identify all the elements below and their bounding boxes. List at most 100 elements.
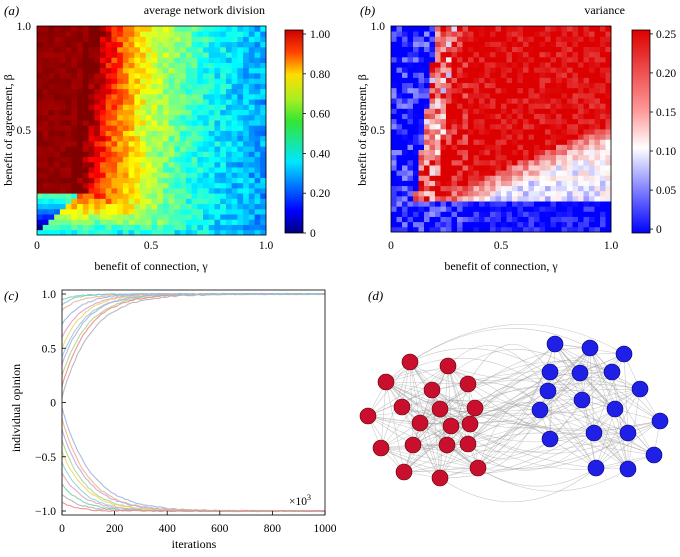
heatmap-a-cell xyxy=(168,224,175,231)
heatmap-b-cell xyxy=(600,56,606,63)
heatmap-b-cell xyxy=(495,87,502,94)
heatmap-a-cell xyxy=(48,46,55,53)
heatmap-b-cell xyxy=(440,226,447,233)
heatmap-b-cell xyxy=(567,41,573,47)
heatmap-b-cell xyxy=(512,206,518,212)
heatmap-b-cell xyxy=(473,175,480,181)
heatmap-a-cell xyxy=(117,156,124,163)
heatmap-a-cell xyxy=(88,120,95,126)
heatmap-b-cell xyxy=(534,226,540,233)
heatmap-a-cell xyxy=(82,99,89,105)
network-edge xyxy=(547,390,655,456)
heatmap-b-cell xyxy=(473,26,480,32)
heatmap-b-cell xyxy=(451,185,458,192)
heatmap-b-cell xyxy=(495,98,502,104)
heatmap-a-cell xyxy=(54,224,61,231)
heatmap-b-cell xyxy=(501,134,507,140)
heatmap-b-cell xyxy=(429,211,436,217)
heatmap-b-cell xyxy=(589,139,595,145)
heatmap-b-cell xyxy=(451,201,458,207)
heatmap-b-cell xyxy=(407,154,414,161)
heatmap-a-cell xyxy=(248,187,255,194)
heatmap-a-cell xyxy=(260,156,267,163)
heatmap-b-cell xyxy=(506,82,513,89)
heatmap-b-cell xyxy=(418,31,425,37)
heatmap-b-cell xyxy=(490,118,496,125)
heatmap-b-cell xyxy=(517,87,524,94)
heatmap-b-cell xyxy=(479,31,485,37)
heatmap-a-cell xyxy=(151,73,158,79)
heatmap-a-cell xyxy=(191,208,198,215)
heatmap-b-cell xyxy=(402,98,408,104)
heatmap-b-cell xyxy=(490,206,496,212)
heatmap-a-cell xyxy=(117,182,124,189)
heatmap-b-cell xyxy=(407,92,414,99)
heatmap-b-cell xyxy=(545,221,551,228)
heatmap-a-cell xyxy=(254,88,261,95)
network-edge xyxy=(554,343,629,470)
heatmap-a-cell xyxy=(162,135,170,142)
heatmap-a-cell xyxy=(71,125,78,131)
heatmap-b-cell xyxy=(528,56,535,63)
heatmap-b-cell xyxy=(501,221,507,228)
heatmap-b-cell xyxy=(550,87,557,94)
network-edge xyxy=(412,423,471,446)
heatmap-b-cell xyxy=(462,185,469,192)
heatmap-b-cell xyxy=(594,82,601,89)
heatmap-a-cell xyxy=(134,182,141,189)
heatmap-a-cell xyxy=(237,62,244,69)
heatmap-b-cell xyxy=(506,129,513,135)
heatmap-a-cell xyxy=(117,203,124,210)
heatmap-b-cell xyxy=(435,180,441,187)
heatmap-b-cell xyxy=(490,77,496,84)
heatmap-a-cell xyxy=(231,151,238,158)
heatmap-b-cell xyxy=(468,134,474,140)
heatmap-a-cell xyxy=(191,161,198,168)
heatmap-a-cell xyxy=(168,172,175,178)
heatmap-b-cell xyxy=(539,72,546,78)
heatmap-a-cell xyxy=(122,99,130,105)
panel-b-ytick-1: 1.0 xyxy=(371,21,386,33)
heatmap-a-cell xyxy=(134,46,141,53)
panel-c-lines xyxy=(61,292,326,513)
panel-c-ytick-label: 0.5 xyxy=(42,343,57,355)
heatmap-a-cell xyxy=(237,73,244,79)
heatmap-a-cell xyxy=(71,57,78,63)
heatmap-a-cell xyxy=(185,208,192,215)
heatmap-a-cell xyxy=(94,203,101,210)
heatmap-a-cell xyxy=(151,52,158,58)
heatmap-b-cell xyxy=(528,134,535,140)
heatmap-b-cell xyxy=(468,98,474,104)
heatmap-b-cell xyxy=(561,221,568,228)
heatmap-a-cell xyxy=(88,93,95,100)
heatmap-b-cell xyxy=(440,144,447,150)
heatmap-b-cell xyxy=(495,77,502,84)
heatmap-a-cell xyxy=(105,182,112,189)
heatmap-a-cell xyxy=(203,214,210,220)
heatmap-b-cell xyxy=(457,195,463,202)
heatmap-a-cell xyxy=(37,208,44,215)
heatmap-a-cell xyxy=(220,67,227,74)
heatmap-a-cell xyxy=(157,146,164,152)
heatmap-b-cell xyxy=(413,129,419,135)
heatmap-a-cell xyxy=(231,214,238,220)
heatmap-a-cell xyxy=(203,120,210,126)
heatmap-b-cell xyxy=(605,175,612,181)
heatmap-a-cell xyxy=(220,62,227,69)
heatmap-b-cell xyxy=(468,206,474,212)
heatmap-b-cell xyxy=(391,149,397,156)
heatmap-a-cell xyxy=(111,156,118,163)
heatmap-b-cell xyxy=(435,154,441,161)
heatmap-b-cell xyxy=(506,159,513,166)
heatmap-a-cell xyxy=(82,229,89,236)
heatmap-a-cell xyxy=(191,78,198,84)
heatmap-a-cell xyxy=(105,93,112,100)
heatmap-b-cell xyxy=(391,154,397,161)
heatmap-b-cell xyxy=(512,72,518,78)
heatmap-a-cell xyxy=(65,140,72,147)
heatmap-a-cell xyxy=(168,219,175,225)
heatmap-b-cell xyxy=(501,159,507,166)
heatmap-b-cell xyxy=(567,129,573,135)
heatmap-a-cell xyxy=(145,26,152,32)
heatmap-b-cell xyxy=(561,62,568,68)
